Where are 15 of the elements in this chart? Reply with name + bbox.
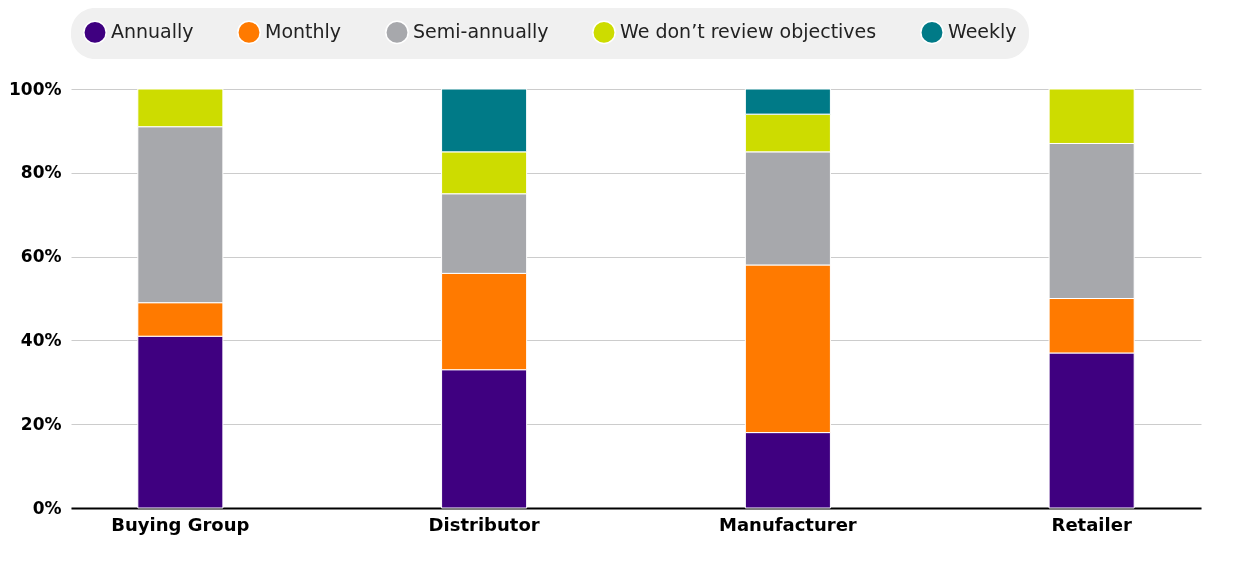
legend-label: Semi-annually xyxy=(413,20,549,43)
legend-label: Monthly xyxy=(265,20,342,43)
y-tick-label: 40% xyxy=(20,329,62,350)
x-tick-label: Retailer xyxy=(1051,513,1132,535)
x-tick-label: Manufacturer xyxy=(719,513,857,535)
x-tick-label: Buying Group xyxy=(111,513,250,535)
x-tick-label: Distributor xyxy=(428,513,540,535)
legend-label: Annually xyxy=(111,20,194,43)
y-tick-label: 80% xyxy=(20,162,62,183)
legend-label: We don’t review objectives xyxy=(620,20,877,43)
y-tick-label: 0% xyxy=(32,497,62,518)
y-tick-label: 20% xyxy=(20,413,62,434)
y-tick-label: 100% xyxy=(8,78,62,99)
y-tick-label: 60% xyxy=(20,246,62,267)
legend-label: Weekly xyxy=(948,20,1017,43)
